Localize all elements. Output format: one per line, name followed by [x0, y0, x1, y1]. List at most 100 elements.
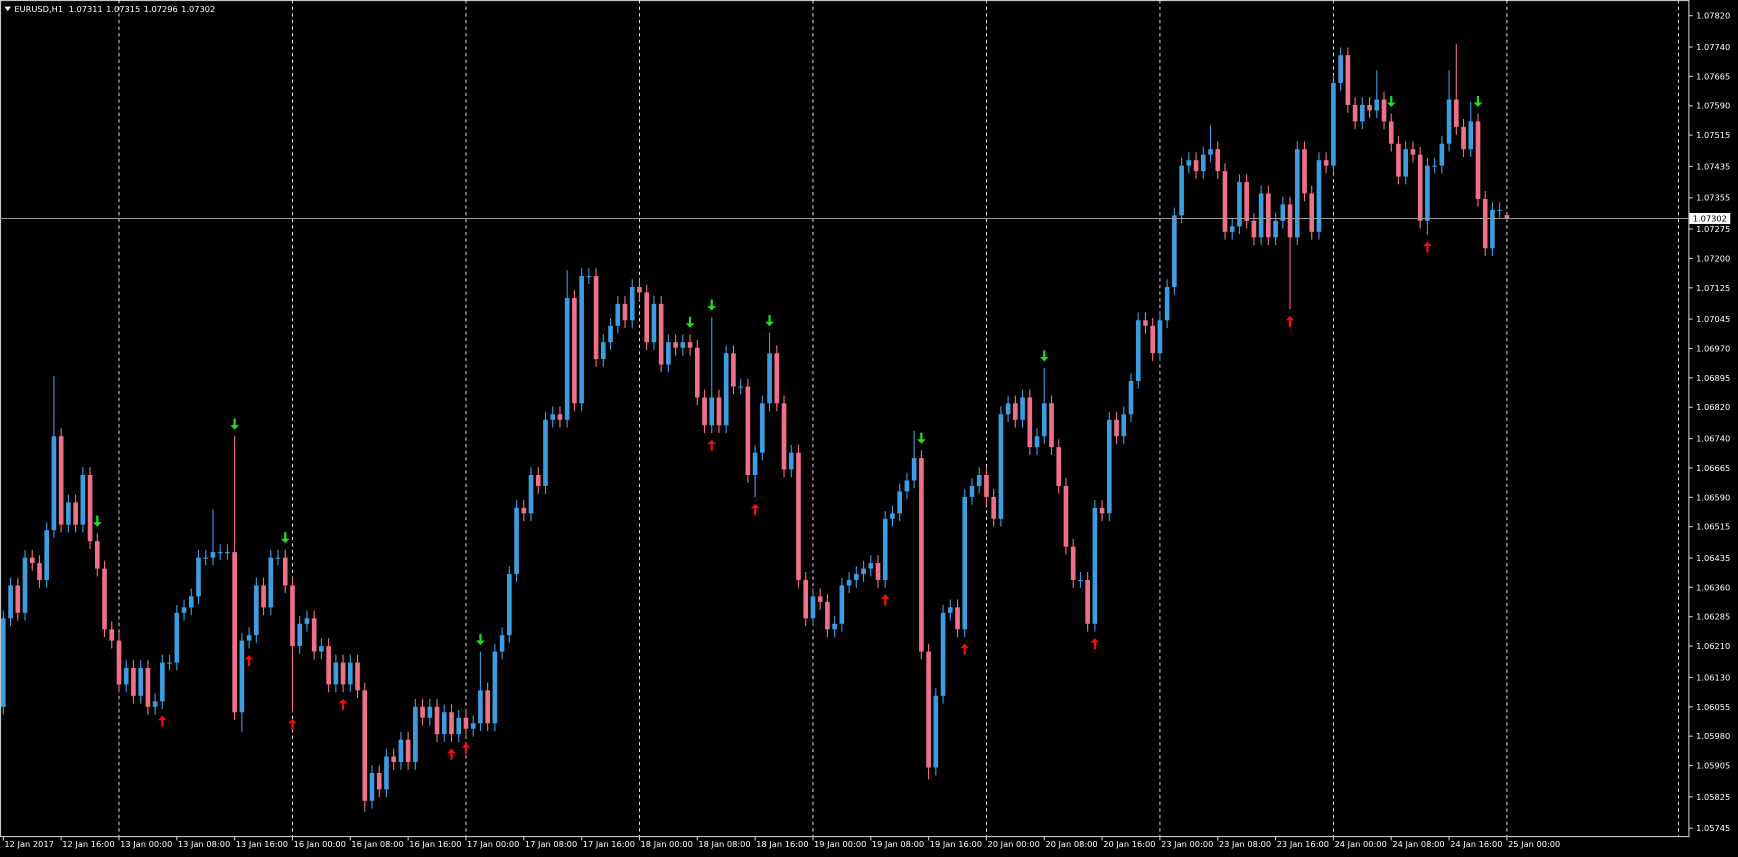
header-high: 1.07315 — [106, 4, 140, 14]
candle-body — [1193, 160, 1199, 172]
candle-body — [405, 739, 411, 763]
candle-body — [637, 287, 642, 293]
candle-body — [44, 530, 50, 580]
plot-frame — [0, 0, 1690, 838]
x-tick-label: 19 Jan 08:00 — [872, 839, 924, 849]
candle-body — [1403, 149, 1409, 177]
candle-body — [1287, 204, 1293, 238]
candle-body — [825, 601, 830, 630]
candle-body — [904, 480, 910, 492]
candle-body — [1013, 403, 1018, 420]
y-tick-label: 1.06665 — [1696, 463, 1730, 473]
candle-body — [1453, 99, 1459, 127]
candle-body — [1345, 55, 1351, 105]
x-tick-label: 13 Jan 00:00 — [120, 839, 172, 849]
candle-body — [1244, 182, 1249, 221]
candle-body — [1157, 320, 1163, 354]
candle-body — [846, 579, 852, 586]
candle-body — [1164, 287, 1170, 321]
candle-body — [94, 541, 100, 569]
candle-body — [1099, 507, 1105, 514]
candle-body — [282, 557, 288, 586]
candle-body — [463, 717, 469, 729]
candle-body — [1150, 325, 1156, 354]
candle-body — [557, 414, 563, 420]
candle-body — [420, 706, 425, 718]
candle-body — [1309, 193, 1315, 232]
y-tick-label: 1.07125 — [1696, 283, 1730, 293]
y-tick-label: 1.06435 — [1696, 553, 1730, 563]
y-tick-label: 1.07045 — [1696, 314, 1730, 324]
header-triangle — [4, 6, 12, 12]
x-tick-label: 19 Jan 00:00 — [814, 839, 866, 849]
candle-body — [521, 507, 527, 514]
candle-body — [268, 557, 274, 608]
y-tick-label: 1.05825 — [1696, 792, 1730, 802]
x-tick-label: 20 Jan 00:00 — [988, 839, 1040, 849]
y-tick-label: 1.06360 — [1696, 582, 1730, 592]
candle-body — [225, 552, 230, 554]
x-tick-label: 12 Jan 16:00 — [62, 839, 114, 849]
y-tick-label: 1.07665 — [1696, 71, 1730, 81]
y-tick-label: 1.07275 — [1696, 224, 1730, 234]
x-tick-label: 19 Jan 16:00 — [930, 839, 982, 849]
candle-body — [1034, 436, 1040, 448]
candle-body — [1374, 99, 1380, 111]
y-tick-label: 1.07590 — [1696, 101, 1730, 111]
candle-body — [138, 668, 143, 696]
y-tick-label: 1.05905 — [1696, 761, 1730, 771]
candle-body — [196, 557, 201, 597]
candle-body — [1475, 121, 1481, 199]
candle-body — [962, 496, 968, 630]
candle-body — [369, 772, 375, 801]
candle-body — [1020, 397, 1025, 420]
candle-body — [1266, 193, 1271, 238]
y-tick-label: 1.07820 — [1696, 11, 1730, 21]
x-tick-label: 24 Jan 16:00 — [1450, 839, 1502, 849]
candle-body — [796, 452, 801, 580]
buy-arrow — [1090, 638, 1100, 650]
candle-body — [1005, 403, 1011, 415]
candle-body — [1417, 154, 1423, 221]
candle-body — [586, 276, 592, 278]
x-tick-label: 23 Jan 08:00 — [1219, 839, 1271, 849]
candle-body — [1302, 149, 1307, 194]
buy-arrow — [244, 655, 254, 667]
candle-body — [1222, 171, 1228, 232]
candle-body — [1114, 419, 1119, 437]
y-tick-label: 1.05980 — [1696, 731, 1730, 741]
candle-body — [694, 347, 700, 398]
y-tick-label: 1.06740 — [1696, 434, 1730, 444]
candle-body — [600, 342, 606, 360]
candle-body — [1381, 99, 1387, 122]
header-low: 1.07296 — [144, 4, 178, 14]
candle-body — [774, 353, 780, 404]
candle-body — [1027, 397, 1033, 448]
candle-body — [911, 458, 917, 481]
candle-body — [1049, 403, 1054, 448]
price-label: 1.07302 — [1693, 213, 1727, 223]
y-tick-label: 1.06210 — [1696, 641, 1730, 651]
buy-arrow — [960, 643, 970, 655]
candle-body — [514, 507, 519, 575]
candle-body — [550, 414, 556, 420]
candle-body — [1490, 209, 1495, 249]
x-tick-label: 23 Jan 00:00 — [1161, 839, 1213, 849]
candle-body — [1143, 320, 1148, 326]
candle-body — [919, 458, 924, 652]
candle-body — [1331, 83, 1336, 166]
candle-body — [1041, 403, 1047, 437]
x-tick-label: 18 Jan 16:00 — [756, 839, 808, 849]
candle-body — [1078, 579, 1083, 582]
candle-body — [347, 662, 353, 685]
candle-body — [1352, 104, 1358, 122]
candle-body — [760, 403, 765, 453]
candle-body — [261, 585, 266, 608]
candle-body — [152, 701, 158, 707]
candle-body — [217, 552, 223, 554]
buy-arrow — [707, 439, 717, 451]
y-tick-label: 1.06590 — [1696, 492, 1730, 502]
x-tick-label: 16 Jan 16:00 — [409, 839, 461, 849]
x-tick-label: 12 Jan 2017 — [4, 839, 54, 849]
sell-arrow — [1039, 350, 1049, 362]
